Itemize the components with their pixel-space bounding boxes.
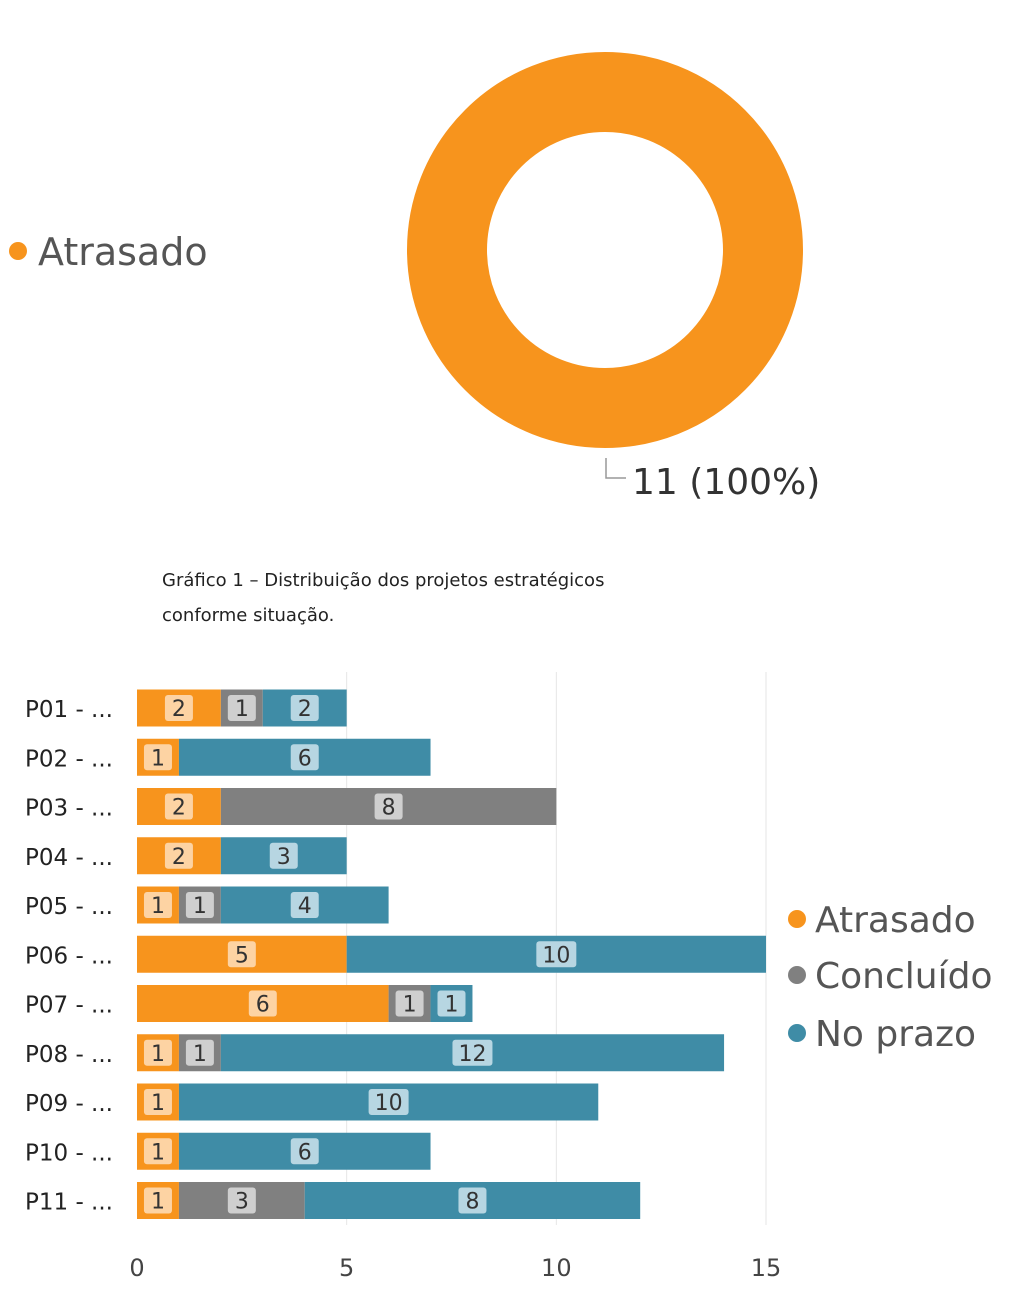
data-label-box (143, 744, 172, 771)
data-label-box (269, 842, 298, 869)
data-label: 8 (465, 1190, 479, 1215)
data-label: 10 (375, 1091, 403, 1116)
donut-legend-label: Atrasado (38, 230, 208, 274)
data-label-box (164, 793, 193, 820)
y-category-label: P02 - ... (25, 746, 113, 772)
data-label: 1 (403, 993, 417, 1018)
data-label: 1 (151, 894, 165, 919)
data-label: 10 (542, 943, 570, 968)
data-label-box (395, 990, 424, 1017)
data-label-box (143, 892, 172, 918)
data-label: 8 (382, 796, 396, 821)
legend-label: Atrasado (815, 900, 976, 941)
data-label-box (185, 1039, 214, 1066)
data-label: 12 (458, 1042, 486, 1067)
data-label-box (143, 1089, 172, 1115)
caption-line-2: conforme situação. (162, 605, 335, 626)
legend-label: No prazo (815, 1014, 976, 1055)
legend-dot-atrasado (9, 242, 27, 260)
y-category-label: P09 - ... (25, 1091, 113, 1117)
data-label-box (164, 842, 193, 869)
y-category-label: P11 - ... (25, 1190, 113, 1216)
y-category-label: P04 - ... (25, 845, 113, 871)
data-label: 6 (256, 993, 270, 1018)
y-category-label: P05 - ... (25, 894, 113, 920)
x-tick-label: 10 (541, 1254, 572, 1282)
donut-slice-atrasado (407, 52, 803, 448)
data-label: 4 (298, 894, 312, 919)
data-label-box (290, 744, 319, 771)
data-label-box (227, 941, 256, 968)
data-label-box (437, 990, 466, 1017)
x-tick-label: 15 (751, 1254, 782, 1282)
data-label: 1 (151, 746, 165, 771)
data-label-box (185, 892, 214, 918)
data-label-box (227, 1187, 256, 1214)
data-label-box (248, 990, 277, 1017)
data-label-box (452, 1039, 493, 1066)
legend-dot (788, 966, 806, 984)
figure-caption: Gráfico 1 – Distribuição dos projetos es… (162, 563, 702, 633)
data-label: 1 (151, 1140, 165, 1165)
caption-line-1: Gráfico 1 – Distribuição dos projetos es… (162, 570, 605, 591)
legend-dot (788, 1024, 806, 1042)
data-label: 2 (298, 697, 312, 722)
donut-chart: 11 (100%) Atrasado (9, 52, 820, 503)
data-label: 2 (172, 845, 186, 870)
y-category-label: P10 - ... (25, 1140, 113, 1166)
data-label: 1 (235, 697, 249, 722)
legend-label: Concluído (815, 956, 992, 997)
data-label: 6 (298, 1140, 312, 1165)
data-label-box (227, 695, 256, 721)
data-label-box (536, 941, 577, 968)
y-category-label: P03 - ... (25, 796, 113, 822)
data-label-box (290, 695, 319, 721)
y-category-label: P08 - ... (25, 1042, 113, 1068)
data-label-box (143, 1039, 172, 1066)
data-label: 2 (172, 796, 186, 821)
data-label: 3 (277, 845, 291, 870)
data-label: 1 (193, 894, 207, 919)
data-label-leader-line (605, 458, 626, 479)
data-label-box (374, 793, 403, 820)
data-label: 1 (151, 1091, 165, 1116)
data-label-box (143, 1138, 172, 1165)
data-label: 1 (445, 993, 459, 1018)
y-category-label: P07 - ... (25, 993, 113, 1019)
data-label-box (164, 695, 193, 721)
legend-dot (788, 910, 806, 928)
data-label: 3 (235, 1190, 249, 1215)
donut-data-label: 11 (100%) (632, 462, 820, 503)
data-label: 1 (151, 1042, 165, 1067)
x-tick-label: 0 (129, 1254, 144, 1282)
data-label: 2 (172, 697, 186, 722)
data-label: 6 (298, 746, 312, 771)
y-category-label: P01 - ... (25, 697, 113, 723)
data-label-box (290, 1138, 319, 1165)
data-label-box (368, 1089, 409, 1115)
data-label: 1 (151, 1190, 165, 1215)
x-tick-label: 5 (339, 1254, 354, 1282)
data-label: 5 (235, 943, 249, 968)
data-label: 1 (193, 1042, 207, 1067)
y-category-label: P06 - ... (25, 943, 113, 969)
data-label-box (290, 892, 319, 918)
data-label-box (143, 1187, 172, 1214)
data-label-box (458, 1187, 487, 1214)
